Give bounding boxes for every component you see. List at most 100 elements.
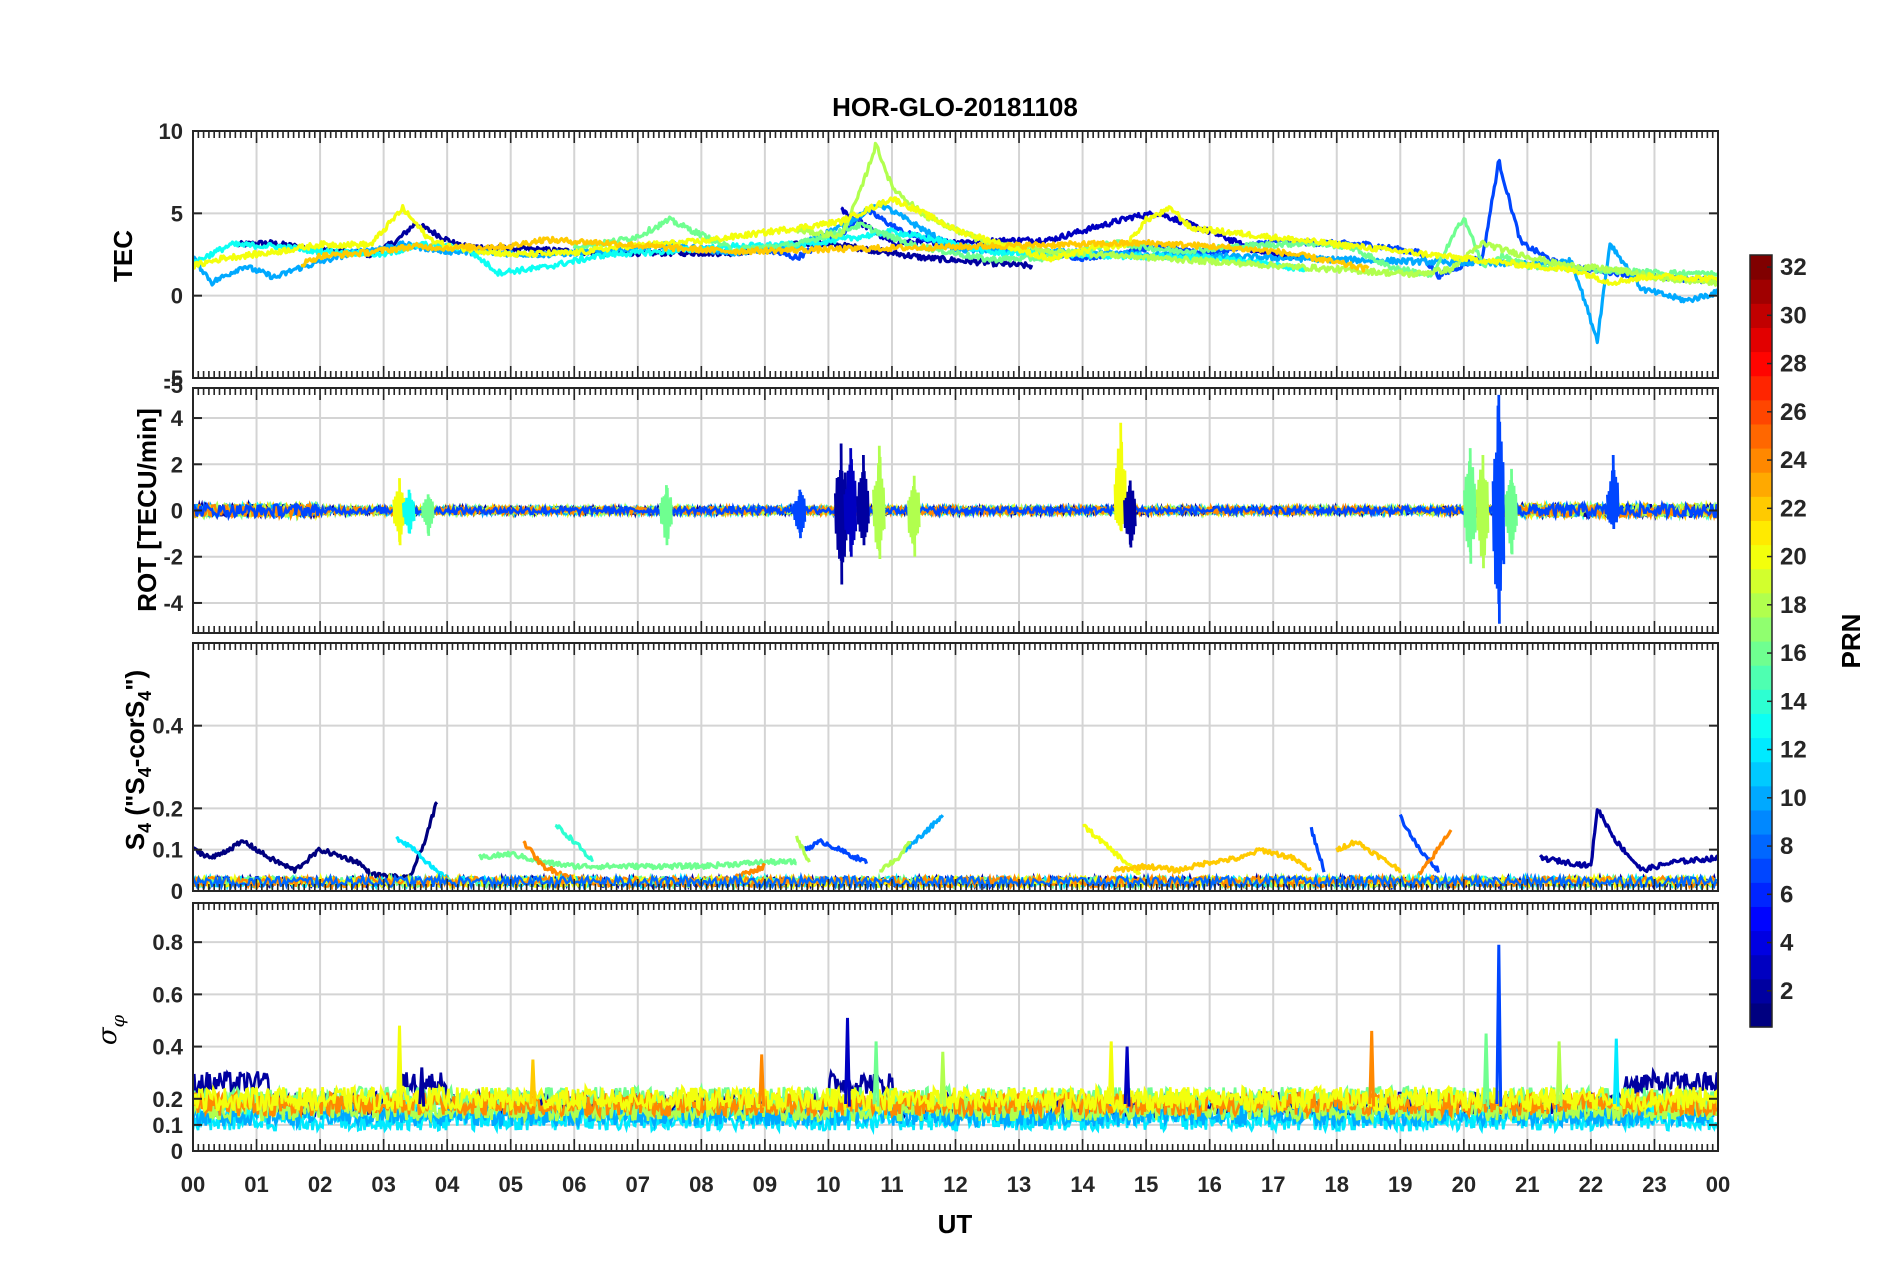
s4-series-prn-18 <box>878 840 912 873</box>
s4-y-tick-label: 0 <box>171 879 183 904</box>
x-tick-label: 09 <box>753 1172 777 1197</box>
x-tick-label: 19 <box>1388 1172 1412 1197</box>
colorbar-swatch-prn-12 <box>1750 737 1772 763</box>
colorbar-swatch-prn-9 <box>1750 809 1772 835</box>
colorbar-swatch-prn-26 <box>1750 399 1772 425</box>
colorbar-swatch-prn-19 <box>1750 568 1772 594</box>
colorbar-swatch-prn-28 <box>1750 351 1772 377</box>
colorbar-tick-label: 2 <box>1780 978 1793 1005</box>
rot-burst-prn-7 <box>1491 394 1506 624</box>
x-tick-label: 13 <box>1007 1172 1031 1197</box>
x-tick-label: 00 <box>1706 1172 1730 1197</box>
tec-series-prn-3 <box>840 206 1306 261</box>
sigma-y-tick-label: 0.4 <box>152 1035 183 1060</box>
figure-title: HOR-GLO-20181108 <box>832 92 1078 122</box>
sigma-spike-prn-12 <box>1612 1038 1620 1107</box>
colorbar-tick-label: 26 <box>1780 399 1807 426</box>
rot-burst-prn-16 <box>421 494 435 536</box>
colorbar-swatch-prn-13 <box>1750 713 1772 739</box>
sigma-spike-prn-16 <box>1482 1033 1490 1107</box>
sigma-ticks <box>192 902 1719 1152</box>
x-tick-labels: 00 01 02 03 04 05 06 07 08 09 10 11 12 13 14 15 16 17 18 19… <box>181 1172 1730 1197</box>
sigma-y-tick-label: 0.2 <box>152 1087 183 1112</box>
x-tick-label: 18 <box>1325 1172 1349 1197</box>
x-tick-label: 20 <box>1452 1172 1476 1197</box>
tec-y-tick-label: 10 <box>159 119 183 144</box>
sigma-spike-prn-18 <box>1555 1041 1563 1107</box>
rot-burst-prn-3 <box>843 448 858 557</box>
sigma-data <box>193 944 1718 1136</box>
colorbar-tick-label: 24 <box>1780 447 1807 474</box>
x-tick-label: 23 <box>1642 1172 1666 1197</box>
s4-ticks <box>192 642 1719 892</box>
rot-y-tick-labels: -4 -2 0 2 4 <box>163 406 183 616</box>
s4-series-prn-16 <box>477 850 797 871</box>
colorbar-swatches <box>1750 255 1772 1028</box>
rot-burst-prn-2 <box>1123 480 1137 548</box>
x-tick-label: 00 <box>181 1172 205 1197</box>
s4-series-prn-1 <box>193 801 439 882</box>
rot-burst-prn-16 <box>1463 448 1477 564</box>
sigma-spike-prn-24 <box>758 1054 766 1107</box>
sigma-spike-prn-22 <box>529 1059 537 1107</box>
s4-y-tick-label: 0.1 <box>152 838 183 863</box>
colorbar-tick-label: 12 <box>1780 737 1807 764</box>
colorbar-swatch-prn-3 <box>1750 954 1772 980</box>
colorbar-label: PRN <box>1836 614 1866 669</box>
sigma-frame <box>192 902 1719 1152</box>
rot-y-tick-label: 2 <box>171 452 183 477</box>
s4-series-prn-22 <box>1112 847 1312 874</box>
colorbar-swatch-prn-29 <box>1750 327 1772 353</box>
sigma-y-tick-label: 0.1 <box>152 1113 183 1138</box>
s4-y-tick-label: 0.2 <box>152 796 183 821</box>
s4-series-prn-2 <box>1538 808 1718 874</box>
rot-frame <box>192 387 1719 634</box>
colorbar-swatch-prn-1 <box>1750 1002 1772 1028</box>
rot-ticks <box>192 387 1719 634</box>
x-tick-label: 16 <box>1197 1172 1221 1197</box>
s4-frame <box>192 642 1719 892</box>
colorbar-swatch-prn-20 <box>1750 544 1772 570</box>
colorbar-swatch-prn-10 <box>1750 785 1772 811</box>
x-tick-label: 02 <box>308 1172 332 1197</box>
sigma-spike-prn-2 <box>418 1067 426 1107</box>
colorbar-swatch-prn-21 <box>1750 520 1772 546</box>
colorbar-swatch-prn-24 <box>1750 448 1772 473</box>
tec-y-axis-label: TEC <box>108 230 138 282</box>
rot-y-axis-label: ROT [TECU/min] <box>132 408 162 612</box>
rot-burst-prn-16 <box>659 485 673 546</box>
colorbar-swatch-prn-11 <box>1750 761 1772 787</box>
colorbar-tick-label: 14 <box>1780 688 1807 715</box>
sigma-spike-prn-18 <box>939 1051 947 1107</box>
colorbar-tick-label: 28 <box>1780 351 1807 378</box>
tec-y-tick-label: 5 <box>171 201 183 226</box>
colorbar-swatch-prn-17 <box>1750 616 1772 642</box>
rot-burst-prn-7 <box>792 489 807 539</box>
s4-series-prn-7 <box>1398 813 1440 873</box>
s4-y-tick-label: 0.4 <box>152 714 183 739</box>
colorbar-swatch-prn-22 <box>1750 496 1772 521</box>
s4-y-tick-labels: 0 0.1 0.2 0.4 <box>152 714 183 904</box>
rot-data <box>193 394 1718 624</box>
sigma-spike-prn-3 <box>1123 1046 1131 1107</box>
x-tick-label: 10 <box>816 1172 840 1197</box>
rot-burst-prn-18 <box>872 445 886 560</box>
x-tick-label: 15 <box>1134 1172 1158 1197</box>
colorbar-tick-label: 8 <box>1780 833 1793 860</box>
x-tick-label: 22 <box>1579 1172 1603 1197</box>
colorbar-tick-label: 18 <box>1780 592 1807 619</box>
colorbar-swatch-prn-5 <box>1750 906 1772 932</box>
colorbar-frame <box>1749 254 1773 1028</box>
colorbar-swatch-prn-8 <box>1750 834 1772 859</box>
rot-burst-prn-2 <box>856 454 870 546</box>
colorbar-swatch-prn-4 <box>1750 930 1772 956</box>
rot-top-edge-label: -5 <box>163 373 183 398</box>
s4-series-prn-14 <box>554 823 594 862</box>
colorbar-swatch-prn-32 <box>1750 255 1772 280</box>
tec-y-tick-label: -5 <box>163 366 183 391</box>
sigma-spike-prn-24 <box>1368 1030 1376 1107</box>
rot-burst-prn-13 <box>401 489 416 534</box>
